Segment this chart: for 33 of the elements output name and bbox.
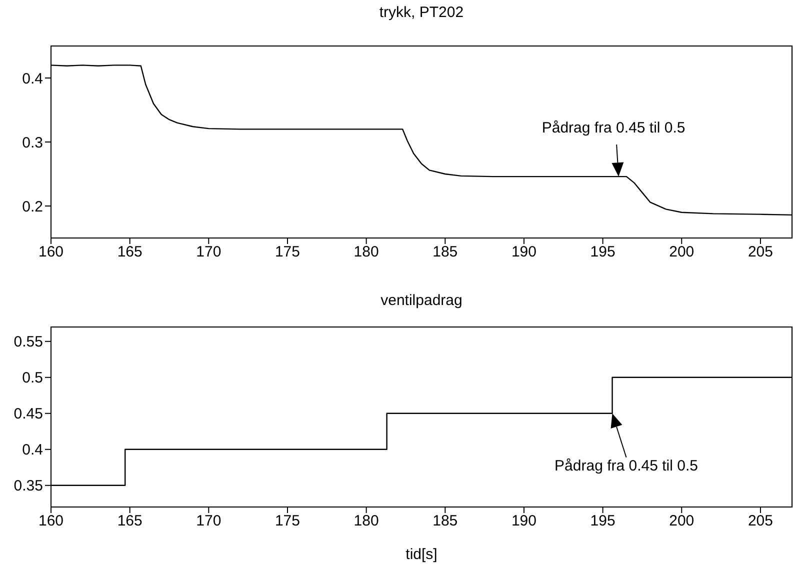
y-tick-label: 0.5 [22, 370, 43, 387]
x-tick-label: 180 [354, 512, 379, 530]
y-tick-label: 0.55 [14, 334, 43, 351]
x-tick-label: 165 [117, 244, 142, 261]
y-tick-label: 0.45 [14, 406, 43, 423]
x-tick-label: 175 [274, 244, 300, 261]
x-tick-label: 170 [196, 512, 222, 530]
x-tick-label: 200 [669, 244, 694, 261]
x-tick-label: 205 [748, 512, 773, 530]
x-tick-label: 205 [748, 244, 773, 261]
x-tick-label: 185 [432, 244, 458, 261]
x-tick-label: 195 [590, 244, 616, 261]
x-tick-label: 165 [117, 512, 142, 530]
y-tick-label: 0.2 [22, 198, 43, 216]
x-axis-title: tid[s] [406, 546, 438, 563]
x-tick-label: 200 [669, 512, 694, 530]
x-tick-label: 195 [590, 512, 616, 530]
x-tick-label: 175 [274, 512, 300, 530]
y-tick-label: 0.35 [14, 478, 43, 495]
annotation: Pådrag fra 0.45 til 0.5 [554, 457, 698, 474]
x-tick-label: 190 [511, 244, 536, 261]
annotation: Pådrag fra 0.45 til 0.5 [542, 120, 686, 137]
x-tick-label: 160 [38, 512, 64, 530]
x-tick-label: 160 [38, 244, 64, 261]
x-tick-label: 180 [354, 244, 379, 261]
y-tick-label: 0.4 [22, 442, 43, 459]
x-tick-label: 190 [511, 512, 536, 530]
y-tick-label: 0.3 [22, 134, 43, 152]
x-tick-label: 185 [432, 512, 458, 530]
chart-title: trykk, PT202 [379, 4, 464, 21]
y-tick-label: 0.4 [22, 70, 43, 88]
chart-title: ventilpadrag [380, 292, 462, 309]
x-tick-label: 170 [196, 244, 222, 261]
